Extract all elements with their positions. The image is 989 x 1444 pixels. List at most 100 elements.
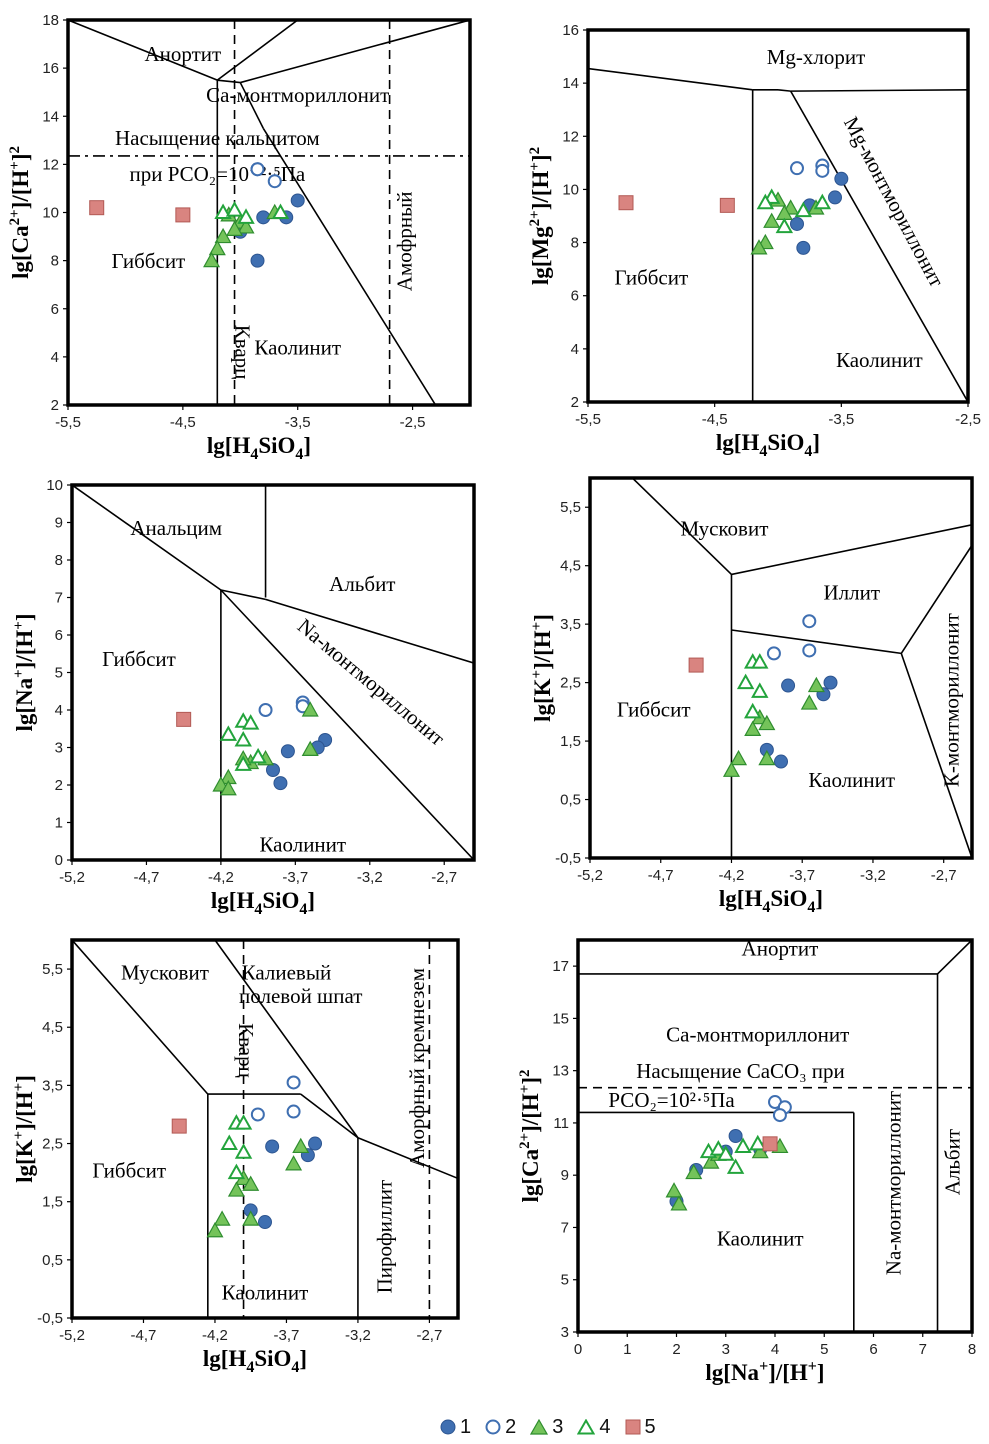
- data-point-series-4: [749, 1134, 767, 1151]
- y-tick-label: 1: [55, 815, 63, 832]
- boundary-line: [239, 82, 264, 129]
- data-point-series-1: [308, 1136, 323, 1151]
- field-label: Гиббсит: [614, 266, 688, 290]
- y-tick-label: 9: [55, 515, 63, 532]
- data-point-series-1: [823, 675, 838, 690]
- boundary-line: [936, 940, 972, 975]
- y-tick-label: 16: [42, 60, 59, 77]
- data-point-series-3: [219, 780, 237, 796]
- y-tick-label: 6: [55, 627, 63, 644]
- data-point-series-2: [766, 646, 781, 661]
- data-point-series-3: [208, 239, 226, 256]
- boundary-line: [777, 88, 791, 92]
- y-tick-label: 3,5: [42, 1077, 63, 1094]
- legend-label-5: 5: [644, 1415, 656, 1438]
- y-tick-label: 3: [55, 740, 63, 757]
- y-axis-title: lg[Ca2+]/[H+]2: [517, 1069, 543, 1202]
- boundary-line: [631, 478, 733, 576]
- x-tick-label: -4,2: [208, 869, 234, 886]
- y-tick-label: 2: [571, 394, 579, 411]
- field-label: РСО₂=10²·⁵Па: [608, 1088, 735, 1112]
- field-label: Каолинит: [836, 348, 923, 372]
- filled-triangle-marker-icon: [530, 1419, 549, 1435]
- field-label: Анортит: [742, 936, 819, 960]
- data-point-series-2: [790, 161, 804, 176]
- x-tick-label: -4,2: [719, 867, 745, 884]
- y-tick-label: 8: [55, 552, 63, 569]
- y-tick-label: 4,5: [42, 1019, 63, 1036]
- plot-frame: [588, 476, 974, 860]
- boundary-line: [68, 20, 218, 81]
- data-point-series-5: [176, 711, 192, 727]
- field-label: Гиббсит: [112, 249, 186, 273]
- data-point-series-4: [234, 730, 252, 747]
- legend-label-3: 3: [552, 1415, 564, 1438]
- data-point-series-3: [213, 1210, 231, 1226]
- y-axis-title: lg[Na+]/[H+]: [11, 613, 37, 731]
- data-point-series-4: [734, 1137, 752, 1153]
- data-point-series-3: [237, 218, 255, 234]
- data-point-series-3: [685, 1163, 703, 1180]
- plot-frame: [70, 938, 460, 1320]
- x-tick-label: 3: [722, 1341, 730, 1358]
- field-label: Каолинит: [808, 768, 895, 792]
- plot-frame: [586, 28, 970, 404]
- y-tick-label: 10: [562, 181, 579, 198]
- data-point-series-5: [762, 1136, 778, 1152]
- data-point-series-4: [736, 673, 755, 690]
- data-point-series-2: [286, 1075, 301, 1090]
- y-tick-label: 14: [42, 108, 59, 125]
- y-tick-label: -0,5: [555, 850, 581, 867]
- data-point-series-3: [750, 239, 768, 255]
- field-label: Альбит: [941, 1129, 965, 1195]
- x-tick-label: -3,5: [285, 414, 311, 431]
- data-point-series-2: [802, 643, 817, 658]
- chart-panel-1: Анортит Са-монтмориллонит Насыщение кальци…: [7, 12, 472, 463]
- field-label: Насыщение кальцитом: [115, 126, 320, 150]
- y-tick-label: 7: [561, 1219, 569, 1236]
- y-tick-label: 11: [553, 1115, 569, 1132]
- y-tick-label: 15: [552, 1010, 569, 1027]
- chart-panel-4: Мусковит Иллит Гиббсит Каолинит К-монтморилл…: [529, 476, 974, 916]
- field-label: Гиббсит: [617, 698, 691, 722]
- boundary-line: [300, 1093, 359, 1139]
- y-tick-label: 5: [561, 1272, 569, 1289]
- y-tick-label: 18: [42, 12, 59, 29]
- field-label: Na-монтмориллонит: [293, 614, 450, 751]
- x-tick-label: -4,7: [134, 869, 160, 886]
- data-point-series-1: [265, 1139, 280, 1154]
- field-label: Амофрный: [393, 192, 417, 292]
- open-circle-marker-icon: [485, 1419, 501, 1435]
- boundary-line: [214, 940, 359, 1139]
- y-tick-label: 8: [571, 235, 579, 252]
- data-point-series-5: [688, 657, 704, 673]
- field-label: Кварц: [230, 325, 254, 380]
- phase-boundaries: [588, 67, 968, 402]
- data-point-series-3: [242, 1210, 260, 1226]
- field-label: Mg-монтмориллонит: [839, 113, 949, 291]
- field-label: Иллит: [823, 581, 880, 605]
- field-label: Гиббсит: [102, 647, 176, 671]
- boundary-line: [220, 589, 266, 601]
- x-tick-label: -5,2: [59, 869, 85, 886]
- data-point-series-3: [206, 1222, 224, 1238]
- data-point-series-5: [175, 207, 191, 223]
- boundary-line: [262, 127, 437, 405]
- data-point-series-4: [751, 653, 769, 669]
- x-tick-label: 8: [968, 1341, 976, 1358]
- y-tick-label: 2,5: [560, 675, 581, 692]
- field-label: Каолинит: [222, 1281, 309, 1305]
- boundary-line: [731, 523, 972, 576]
- data-point-series-5: [618, 195, 634, 211]
- boundary-line: [220, 589, 474, 860]
- x-tick-label: -5,2: [59, 1327, 85, 1344]
- y-tick-label: 10: [46, 477, 63, 494]
- chart-panel-2: Mg-хлорит Mg-монтмориллонит Гиббсит Каолини…: [527, 22, 981, 460]
- y-tick-label: 10: [42, 205, 59, 222]
- boundary-line: [588, 67, 753, 91]
- y-tick-label: 0,5: [42, 1252, 63, 1269]
- data-point-series-1: [280, 744, 295, 759]
- data-point-series-3: [670, 1195, 688, 1211]
- legend-item-5: 5: [625, 1416, 656, 1439]
- legend-item-2: 2: [485, 1416, 516, 1439]
